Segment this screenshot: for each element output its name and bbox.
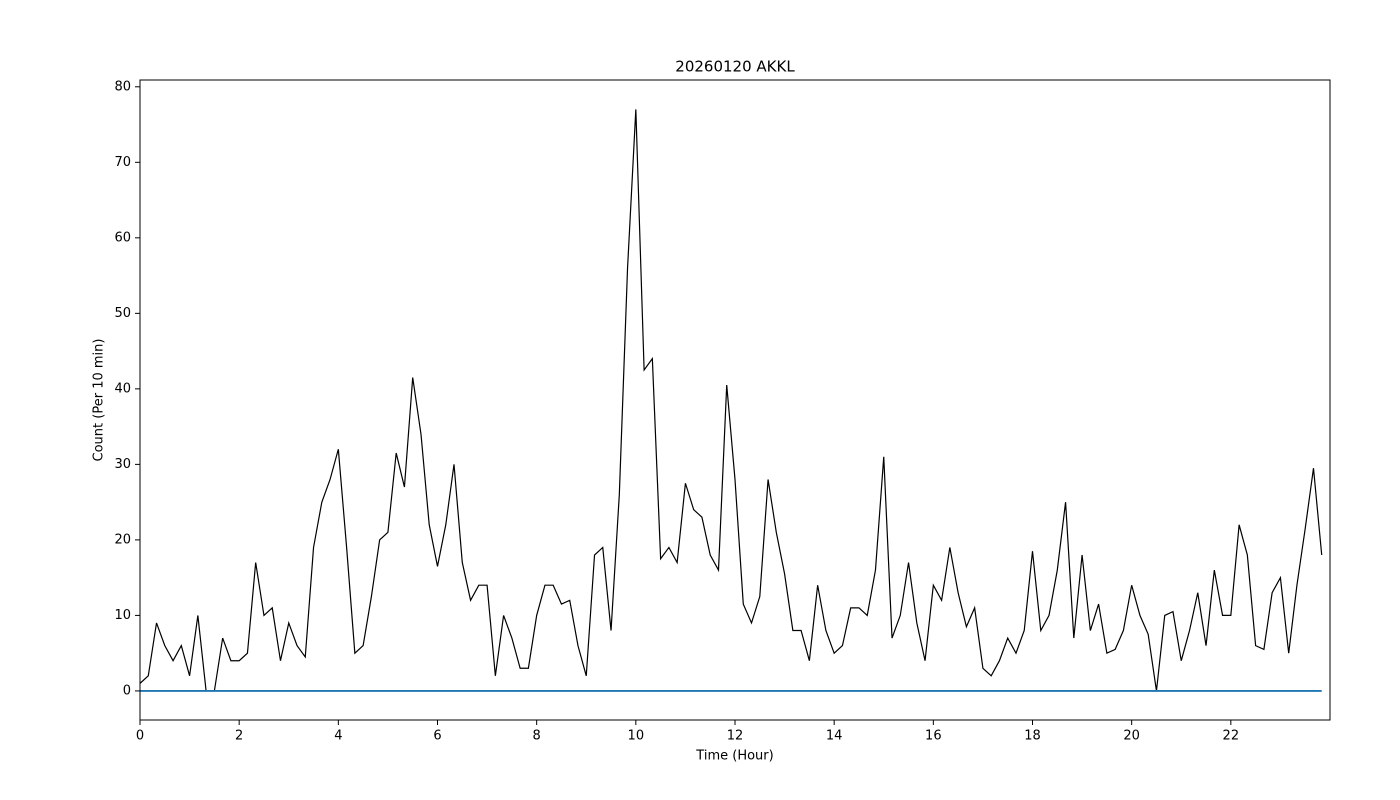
x-tick-label: 4 bbox=[334, 729, 342, 744]
y-tick-label: 0 bbox=[123, 683, 131, 698]
y-tick-label: 20 bbox=[114, 532, 131, 547]
x-axis-label: Time (Hour) bbox=[695, 749, 773, 764]
y-tick-label: 70 bbox=[114, 155, 131, 170]
x-tick-label: 6 bbox=[433, 729, 441, 744]
x-tick-label: 12 bbox=[727, 729, 744, 744]
x-tick-label: 20 bbox=[1123, 729, 1140, 744]
x-tick-label: 14 bbox=[826, 729, 843, 744]
chart-title: 20260120 AKKL bbox=[675, 58, 795, 76]
data-line bbox=[139, 109, 1323, 692]
y-tick-label: 80 bbox=[114, 79, 131, 94]
x-tick-label: 0 bbox=[136, 729, 144, 744]
x-tick-label: 10 bbox=[628, 729, 645, 744]
y-tick-label: 40 bbox=[114, 381, 131, 396]
x-tick-label: 18 bbox=[1024, 729, 1041, 744]
y-tick-label: 10 bbox=[114, 608, 131, 623]
plot-frame bbox=[139, 79, 1331, 721]
x-tick-label: 8 bbox=[533, 729, 541, 744]
x-tick-label: 2 bbox=[235, 729, 243, 744]
x-tick-label: 22 bbox=[1223, 729, 1240, 744]
y-tick-label: 50 bbox=[114, 306, 131, 321]
y-tick-label: 30 bbox=[114, 457, 131, 472]
y-tick-label: 60 bbox=[114, 230, 131, 245]
y-axis-label: Count (Per 10 min) bbox=[92, 339, 107, 462]
x-tick-label: 16 bbox=[925, 729, 942, 744]
